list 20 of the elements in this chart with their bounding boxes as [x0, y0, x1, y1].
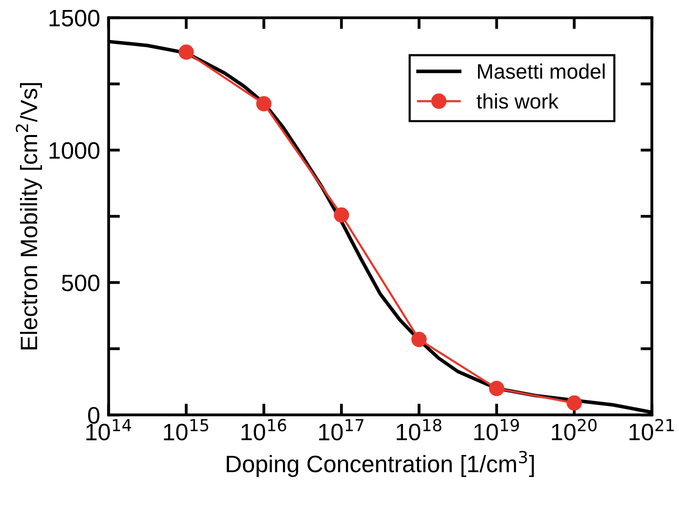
x-tick-label: 10$^{16}$	[242, 418, 286, 440]
point	[256, 96, 272, 112]
y-tick-label: 500	[62, 274, 100, 292]
y-tick-label: 1500	[50, 10, 100, 26]
y-tick-label: 1000	[50, 142, 100, 159]
point	[178, 44, 194, 60]
point	[489, 380, 504, 396]
x-tick-label: 10$^{20}$	[552, 418, 597, 440]
y-axis-title: Electron Mobility [cm$^{2}$/Vs]	[16, 83, 42, 350]
legend-label: this work	[476, 93, 559, 109]
point	[566, 395, 582, 411]
x-axis-title: Doping Concentration [1/cm$^{3}$]	[226, 450, 534, 478]
x-tick-label: 10$^{19}$	[474, 418, 519, 440]
x-tick-label: 10$^{21}$	[630, 418, 674, 440]
x-tick-label: 10$^{17}$	[319, 419, 364, 440]
x-tick-label: 10$^{18}$	[396, 418, 442, 440]
legend-label: Masetti model	[478, 64, 605, 79]
x-tick-label: 10$^{15}$	[164, 419, 208, 440]
point	[334, 207, 350, 223]
point	[411, 332, 427, 348]
